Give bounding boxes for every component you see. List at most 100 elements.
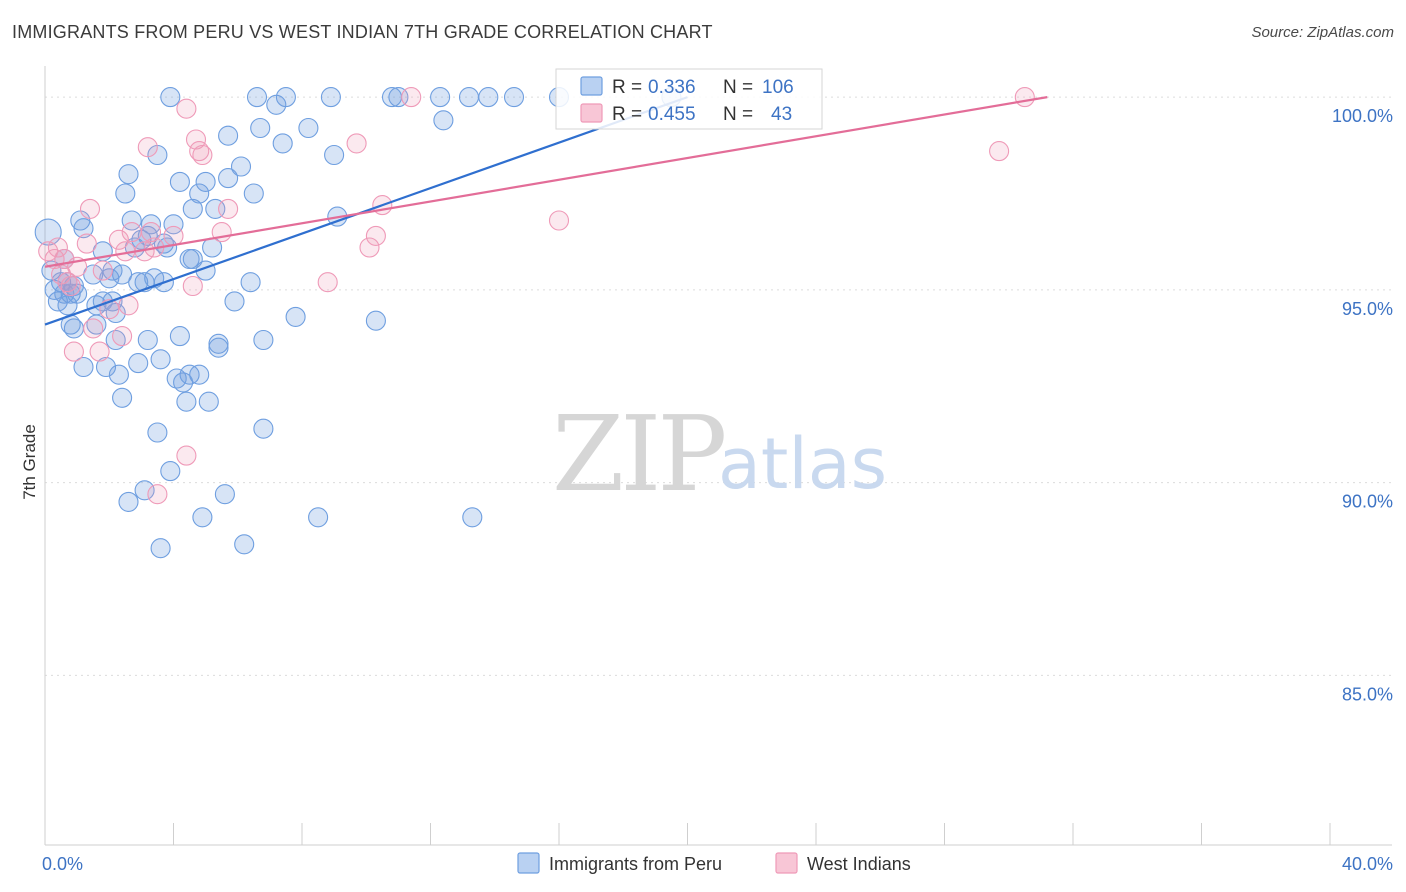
peru-point [150, 538, 171, 559]
west-indians-point [112, 326, 133, 347]
peru-point [198, 391, 219, 412]
peru-point [150, 349, 171, 370]
peru-point [121, 210, 142, 231]
y-axis-title: 7th Grade [20, 424, 39, 500]
west-indians-point [317, 272, 338, 293]
west-indians-point [401, 87, 422, 108]
peru-point [115, 183, 136, 204]
peru-point [250, 117, 271, 139]
peru-point [147, 422, 168, 443]
peru-point [128, 353, 149, 374]
west-indians-point [548, 210, 570, 231]
peru-point [169, 326, 190, 347]
peru-point [298, 117, 319, 139]
stats-west-swatch [580, 103, 603, 123]
peru-point [118, 164, 139, 185]
west-indians-point [163, 225, 184, 246]
peru-point [118, 491, 139, 512]
peru-point [246, 87, 268, 108]
west-indians-point [108, 229, 129, 250]
peru-point [462, 507, 483, 528]
peru-point [224, 291, 245, 312]
west-indians-point [57, 272, 78, 293]
peru-point [63, 318, 84, 339]
peru-point [195, 171, 216, 192]
peru-point [105, 302, 126, 324]
peru-point [73, 218, 94, 239]
west-indians-point [83, 318, 104, 339]
stats-west-r-value: 0.455 [648, 104, 696, 125]
peru-point [253, 329, 274, 351]
west-indians-point [989, 141, 1010, 162]
watermark-atlas: atlas [718, 423, 887, 505]
peru-point [163, 214, 184, 235]
west-indians-point [121, 222, 142, 243]
peru-point [365, 310, 386, 331]
source-credit: Source: ZipAtlas.com [1251, 24, 1394, 41]
peru-point [105, 329, 126, 351]
stats-peru-r-value: 0.336 [648, 77, 696, 98]
peru-point [86, 314, 107, 335]
peru-point [234, 534, 255, 555]
trendlines [44, 96, 1048, 326]
axes [44, 66, 1392, 846]
stats-west-n-value: 43 [771, 104, 792, 125]
west-indians-point [189, 141, 210, 162]
peru-point [430, 87, 451, 108]
peru-point [57, 295, 78, 316]
y-tick-labels: 85.0% 90.0% 95.0% 100.0% [1332, 106, 1393, 704]
peru-point [240, 272, 261, 293]
peru-point [253, 418, 274, 439]
y-tick-label: 95.0% [1342, 299, 1393, 319]
west-indians-point [359, 237, 380, 258]
west-indians-point [47, 237, 68, 258]
west-indians-point [192, 144, 213, 166]
west-indians-point [76, 233, 97, 254]
y-tick-label: 90.0% [1342, 492, 1393, 512]
west-indians-point [176, 445, 197, 466]
stats-west-r-label: R = [612, 104, 642, 125]
stats-peru-swatch [580, 76, 603, 96]
west-indians-point [176, 98, 197, 119]
x-tick-labels: 0.0% 40.0% [42, 854, 1393, 874]
peru-point [160, 87, 181, 108]
peru-point [173, 372, 194, 393]
west-indians-point [137, 137, 158, 158]
legend: Immigrants from Peru West Indians [517, 852, 911, 874]
legend-peru-swatch [517, 852, 540, 874]
peru-point [137, 225, 158, 246]
west-indians-point [63, 341, 84, 362]
west-indians-point [89, 341, 110, 362]
peru-point [140, 214, 162, 235]
peru-point [275, 87, 296, 108]
west-indians-point [218, 198, 239, 219]
west-indians-point [185, 129, 207, 150]
peru-point [137, 329, 158, 351]
west-indians-point [147, 484, 168, 505]
gridlines [45, 96, 1392, 676]
y-tick-label: 85.0% [1342, 684, 1393, 704]
peru-point [176, 391, 197, 412]
watermark: ZIP atlas [552, 393, 887, 515]
peru-point [192, 507, 213, 528]
west-indians-point [79, 198, 101, 219]
peru-point [112, 264, 133, 285]
peru-point [160, 461, 181, 482]
peru-trendline [44, 96, 688, 326]
peru-point [208, 337, 229, 358]
west-indians-point [1014, 87, 1035, 108]
stats-peru-r-label: R = [612, 77, 642, 98]
peru-point [218, 168, 239, 189]
legend-west-label: West Indians [807, 854, 911, 874]
peru-point [478, 87, 499, 108]
peru-point [214, 484, 235, 505]
stats-peru-n-value: 106 [762, 77, 794, 98]
x-tick-label: 40.0% [1342, 854, 1393, 874]
peru-point [324, 144, 345, 166]
chart-title: IMMIGRANTS FROM PERU VS WEST INDIAN 7TH … [12, 22, 713, 42]
peru-point [189, 183, 210, 204]
west-indians-point [118, 295, 139, 316]
peru-point [189, 364, 210, 385]
peru-point [433, 110, 454, 131]
peru-point [134, 480, 155, 501]
